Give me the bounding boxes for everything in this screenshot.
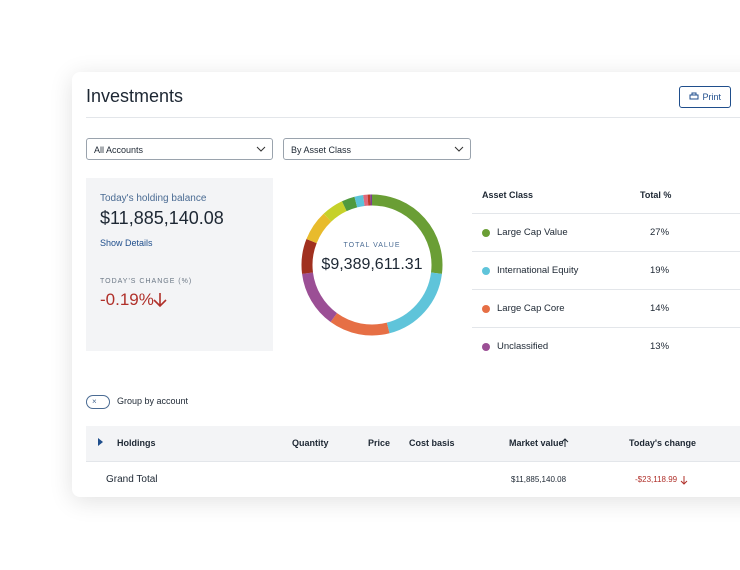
donut-segment (341, 196, 358, 212)
donut-segment (386, 272, 442, 334)
donut-segment (306, 213, 332, 244)
total-percent: 13% (650, 341, 670, 351)
down-arrow (680, 476, 688, 485)
expand-icon[interactable] (98, 438, 104, 446)
donut-value: $9,389,611.31 (321, 256, 423, 273)
column-header: Cost basis (409, 438, 455, 448)
asset-class: International Equity (497, 265, 579, 276)
change: -0.19% (100, 290, 154, 309)
details-link[interactable]: Show Details (100, 238, 153, 248)
donut-segment (302, 272, 338, 323)
legend-dot (482, 343, 490, 351)
asset-class: Large Cap Core (497, 303, 565, 314)
account-select[interactable]: All Accounts (86, 138, 273, 160)
donut-segment (354, 195, 365, 208)
column-header: Market value (509, 438, 564, 448)
total-change: -$23,118.99 (635, 475, 678, 484)
column-header: Asset Class (482, 190, 534, 200)
column-header: Price (368, 438, 391, 448)
toggle[interactable]: × (86, 395, 110, 409)
total-market-value: $11,885,140.08 (511, 475, 567, 484)
row-line (472, 289, 740, 290)
donut-segment (301, 239, 317, 274)
column-header: Total % (640, 190, 672, 200)
donut-segment (371, 194, 443, 274)
column-header: Quantity (292, 438, 329, 448)
down-arrow (153, 293, 167, 308)
column-header: Holdings (117, 438, 156, 448)
row-line (472, 213, 740, 214)
account-value: All Accounts (94, 145, 144, 155)
divider (86, 117, 740, 118)
column-header: Today's change (629, 438, 696, 448)
print-button[interactable]: Print (679, 86, 731, 108)
balance-label: Today's holding balance (100, 193, 207, 204)
total-name: Grand Total (106, 474, 158, 485)
donut-segment (323, 201, 347, 222)
total-percent: 14% (650, 303, 670, 314)
summary-panel (86, 178, 273, 351)
title: Investments (86, 86, 184, 106)
print-icon (689, 92, 699, 100)
toggle-label: Group by account (117, 396, 189, 406)
donut-label: TOTAL VALUE (343, 242, 401, 249)
total-percent: 27% (650, 227, 670, 238)
donut-chart (301, 194, 443, 336)
legend-dot (482, 305, 490, 313)
row-line (472, 327, 740, 328)
asset-class: Large Cap Value (497, 227, 568, 238)
chevron (454, 146, 464, 152)
chevron (256, 146, 266, 152)
legend-dot (482, 267, 490, 275)
grouping-select[interactable]: By Asset Class (283, 138, 471, 160)
row-line (472, 251, 740, 252)
total-percent: 19% (650, 265, 670, 276)
grouping-value: By Asset Class (291, 145, 352, 155)
asset-class: Unclassified (497, 341, 549, 351)
sort-icon[interactable] (561, 438, 569, 448)
holdings-header (86, 426, 740, 462)
change-label: TODAY'S CHANGE (%) (100, 278, 193, 285)
print-label: Print (702, 92, 721, 102)
donut-segment (330, 313, 390, 336)
allocation-table: Asset Class Total % Large Cap Value 27% In… (472, 178, 740, 351)
legend-dot (482, 229, 490, 237)
balance: $11,885,140.08 (100, 208, 224, 228)
